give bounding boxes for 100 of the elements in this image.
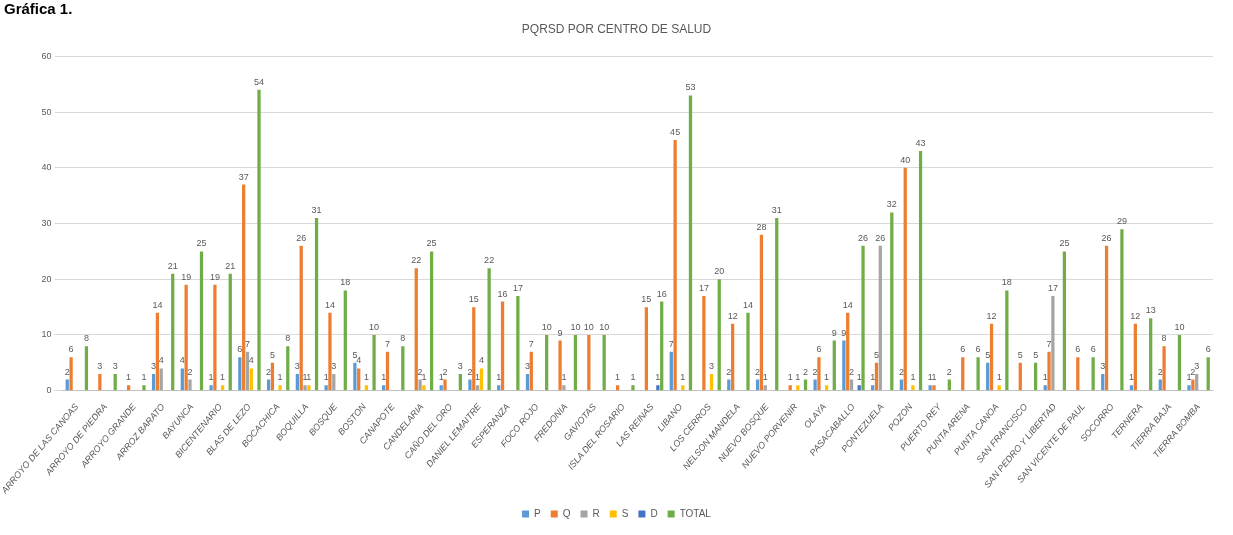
bar [1062,251,1067,391]
bar [84,346,89,391]
data-label: 54 [254,76,265,87]
data-label: 14 [324,299,335,310]
data-label: 1 [496,372,502,383]
data-label: 7 [528,338,534,349]
text: Gráfica 1. [4,0,73,17]
data-label: 2 [726,366,732,377]
bar [903,167,907,391]
bar [731,323,735,391]
bar [813,379,817,391]
bar [270,362,275,391]
data-label: 1 [795,372,801,383]
bar [278,385,282,391]
bar [479,368,484,391]
data-label: 2 [812,366,818,377]
bar [746,312,750,391]
data-label: 43 [915,138,926,149]
data-label: 4 [248,355,254,366]
data-label: 5 [873,349,879,360]
bar [1206,357,1210,391]
data-label: 15 [641,294,652,305]
bar [209,385,213,391]
y-tick-label: 50 [41,106,52,117]
data-label: 3 [1100,360,1106,371]
data-label: 3 [331,360,337,371]
data-label: 1 [421,372,427,383]
data-label: 16 [656,288,667,299]
bar [1104,245,1109,391]
bar [1018,362,1022,391]
bar [303,385,307,391]
data-label: 2 [417,366,423,377]
data-label: 1 [306,372,312,383]
bar [516,295,520,391]
bar [558,340,562,391]
data-label: 8 [83,333,89,344]
bar [98,373,102,391]
bar [332,373,336,391]
data-label: 5 [1017,349,1023,360]
data-label: 1 [856,372,862,383]
data-label: 31 [771,204,782,215]
data-label: 14 [742,299,753,310]
bar [1162,346,1166,391]
data-label: 6 [237,344,243,355]
bar [874,362,879,391]
data-label: 1 [141,372,147,383]
data-label: 6 [1090,344,1096,355]
data-label: 10 [570,321,581,332]
bar [989,323,994,391]
bar [702,295,706,391]
data-label: 6 [1205,344,1211,355]
data-label: 1 [615,372,621,383]
data-label: 2 [849,366,855,377]
bar [257,89,261,391]
bar [159,368,163,391]
data-label: 1 [208,372,214,383]
bar [669,351,673,391]
data-label: 3 [97,360,103,371]
data-label: 6 [960,344,966,355]
data-label: 3 [294,360,300,371]
data-label: 32 [886,199,897,210]
y-tick-label: 30 [41,218,52,229]
data-label: 40 [900,154,911,165]
data-label: 8 [285,333,291,344]
data-label: 2 [467,366,473,377]
data-label: 1 [655,372,661,383]
bar [299,245,303,391]
data-label: 26 [875,232,886,243]
chart-title: PQRSD POR CENTRO DE SALUD [521,21,712,36]
bar [573,334,578,391]
data-label: 5 [269,349,275,360]
data-label: 15 [468,294,479,305]
bar [1120,229,1124,391]
data-label: 1 [220,372,226,383]
bar [529,351,533,391]
legend-label: P [534,507,542,519]
y-tick-label: 40 [41,162,52,173]
data-label: 3 [112,360,118,371]
data-label: 4 [356,355,362,366]
data-label: 2 [187,366,193,377]
bar [228,273,232,391]
bar [961,357,965,391]
bar [422,385,426,391]
data-label: 4 [158,355,164,366]
data-label: 1 [381,372,387,383]
data-label: 18 [1001,277,1012,288]
data-label: 7 [245,338,251,349]
data-label: 12 [727,310,738,321]
data-label: 22 [484,255,495,266]
data-label: 3 [457,360,463,371]
data-label: 1 [996,372,1002,383]
data-label: 37 [238,171,249,182]
data-label: 8 [400,333,406,344]
bar [1005,290,1009,391]
data-label: 2 [898,366,904,377]
data-label: 9 [831,327,837,338]
bar [842,340,846,391]
bar [69,357,73,391]
data-label: 26 [858,232,869,243]
data-label: 10 [599,321,610,332]
